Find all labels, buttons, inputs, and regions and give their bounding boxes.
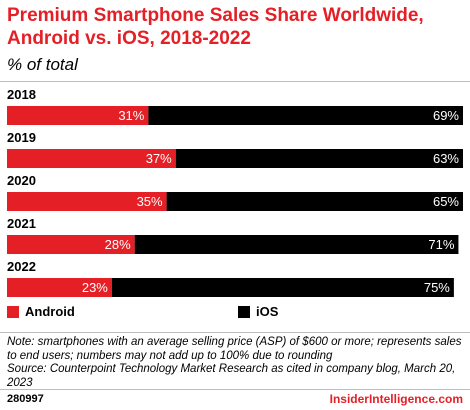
bar-android-2019 bbox=[7, 149, 176, 168]
bar-android-2020 bbox=[7, 192, 167, 211]
value-label-android-2020: 35% bbox=[137, 194, 163, 209]
chart-title: Premium Smartphone Sales Share Worldwide… bbox=[7, 5, 424, 49]
stacked-bar-chart: 2018 31% 69% 2019 37% 63% 2020 35% 65% 2021 28% 71%… bbox=[7, 87, 464, 297]
value-label-ios-2019: 63% bbox=[433, 151, 459, 166]
legend-label-ios: iOS bbox=[256, 304, 279, 319]
value-label-ios-2021: 71% bbox=[428, 237, 454, 252]
chart-id: 280997 bbox=[7, 393, 44, 405]
bar-android-2021 bbox=[7, 235, 135, 254]
value-label-ios-2020: 65% bbox=[433, 194, 459, 209]
bar-ios-2021 bbox=[134, 235, 459, 254]
year-label-2019: 2019 bbox=[7, 130, 36, 145]
chart-legend: Android iOS bbox=[7, 304, 463, 322]
value-label-android-2022: 23% bbox=[82, 280, 108, 295]
value-label-ios-2018: 69% bbox=[433, 108, 459, 123]
note-text: Note: smartphones with an average sellin… bbox=[7, 336, 462, 362]
year-label-2018: 2018 bbox=[7, 87, 36, 102]
bar-ios-2022 bbox=[111, 278, 454, 297]
year-label-2021: 2021 bbox=[7, 216, 36, 231]
bar-ios-2020 bbox=[166, 192, 463, 211]
value-label-android-2019: 37% bbox=[146, 151, 172, 166]
value-label-android-2021: 28% bbox=[105, 237, 131, 252]
bar-android-2018 bbox=[7, 106, 149, 125]
value-label-ios-2022: 75% bbox=[424, 280, 450, 295]
year-label-2020: 2020 bbox=[7, 173, 36, 188]
value-label-android-2018: 31% bbox=[118, 108, 144, 123]
chart-notes: Note: smartphones with an average sellin… bbox=[7, 336, 463, 390]
footer-divider bbox=[0, 389, 470, 390]
source-text: Source: Counterpoint Technology Market R… bbox=[7, 363, 456, 389]
bar-ios-2019 bbox=[175, 149, 463, 168]
brand-logo-text: InsiderIntelligence.com bbox=[329, 392, 463, 406]
legend-item-ios: iOS bbox=[238, 304, 278, 319]
year-label-2022: 2022 bbox=[7, 259, 36, 274]
legend-swatch-ios bbox=[238, 305, 250, 318]
notes-divider bbox=[0, 332, 470, 333]
legend-swatch-android bbox=[7, 305, 19, 318]
legend-item-android: Android bbox=[7, 304, 75, 319]
top-divider bbox=[0, 81, 470, 82]
bar-ios-2018 bbox=[148, 106, 464, 125]
legend-label-android: Android bbox=[25, 304, 75, 319]
chart-subtitle: % of total bbox=[7, 55, 78, 74]
bar-android-2022 bbox=[7, 278, 112, 297]
